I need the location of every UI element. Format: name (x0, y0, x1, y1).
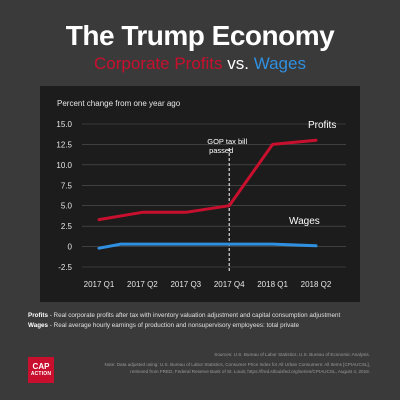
note-profits: Profits - Real corporate profits after t… (28, 311, 380, 321)
y-tick-label: 5.0 (61, 202, 73, 211)
y-tick-label: -2.5 (58, 263, 72, 272)
sources-block: Sources: U.S. Bureau of Labor Statistics… (80, 352, 370, 375)
chart-frame (40, 86, 360, 302)
subtitle-vs: vs. (222, 54, 254, 73)
page-subtitle: Corporate Profits vs. Wages (0, 54, 400, 74)
annotation-text-1: GOP tax bill (207, 137, 247, 146)
note-wages-label: Wages (28, 322, 49, 329)
logo-line-1: CAP (32, 362, 50, 371)
x-tick-label: 2017 Q3 (170, 280, 201, 289)
logo-line-2: ACTION (30, 371, 52, 377)
x-tick-label: 2018 Q2 (301, 280, 332, 289)
y-tick-label: 7.5 (61, 181, 73, 190)
sources-line-2: Note: Data adjusted using: U.S. Bureau o… (104, 361, 370, 367)
annotation-text-2: passed (209, 146, 233, 155)
series-line-wages (97, 242, 318, 250)
note-profits-label: Profits (28, 312, 48, 319)
sources-line-1: Sources: U.S. Bureau of Labor Statistics… (214, 352, 370, 357)
series-notes: Profits - Real corporate profits after t… (28, 311, 380, 331)
sources-line-3: retrieved from FRED, Federal Reserve Ban… (130, 368, 370, 374)
note-wages-text: - Real average hourly earnings of produc… (48, 322, 300, 329)
series-label-profits: Profits (308, 120, 336, 131)
y-tick-label: 2.5 (61, 222, 73, 231)
note-wages: Wages - Real average hourly earnings of … (28, 321, 380, 331)
subtitle-wages: Wages (253, 54, 306, 73)
x-tick-label: 2017 Q4 (214, 280, 245, 289)
y-tick-label: 0 (68, 243, 73, 252)
x-tick-label: 2017 Q1 (84, 280, 115, 289)
y-tick-label: 15.0 (56, 120, 72, 129)
x-tick-label: 2018 Q1 (257, 280, 288, 289)
cap-action-logo: CAP ACTION (28, 357, 54, 383)
line-chart: Percent change from one year ago 15.0 12.5… (56, 99, 346, 289)
y-tick-label: 10.0 (56, 161, 72, 170)
subtitle-profits: Corporate Profits (94, 54, 223, 73)
series-line-profits (97, 138, 318, 222)
series-label-wages: Wages (289, 216, 320, 227)
note-profits-text: - Real corporate profits after tax with … (47, 312, 341, 319)
x-tick-label: 2017 Q2 (127, 280, 158, 289)
page-title: The Trump Economy (65, 20, 335, 51)
y-tick-label: 12.5 (56, 140, 72, 149)
y-axis-label: Percent change from one year ago (57, 99, 181, 108)
